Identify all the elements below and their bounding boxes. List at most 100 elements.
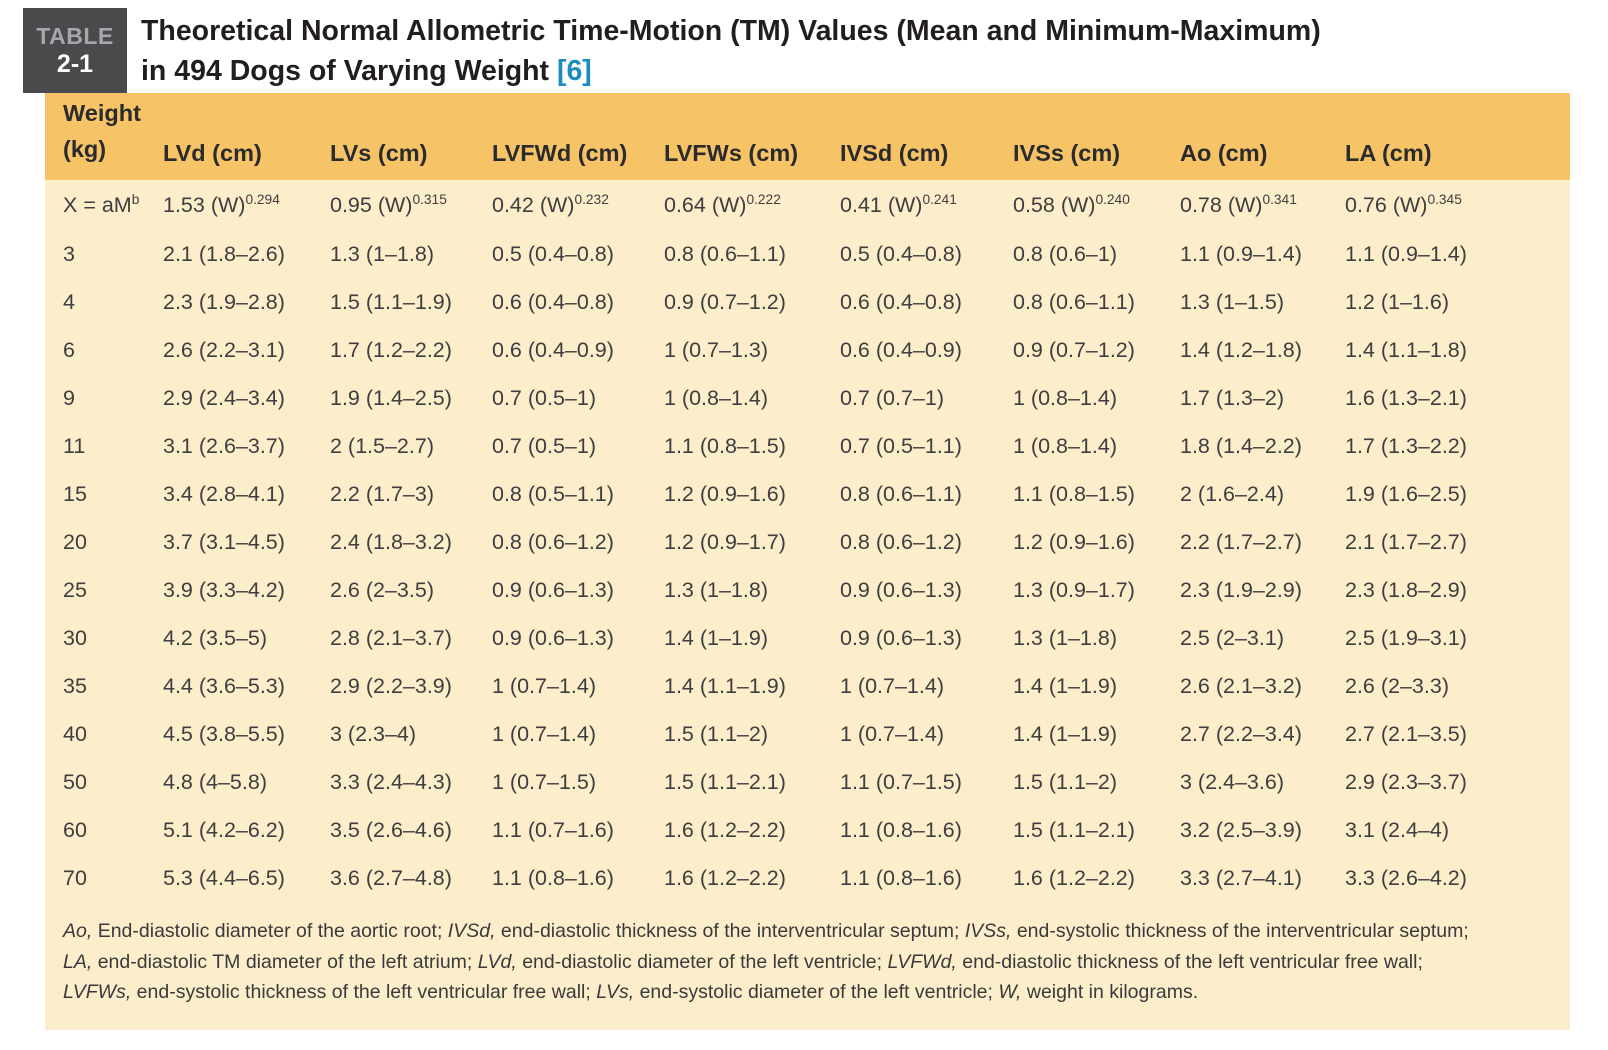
table-cell: 20 <box>63 529 87 554</box>
footnote-abbreviation: LVFWd, <box>887 950 957 973</box>
table-cell: 1.5 (1.1–2) <box>664 721 768 746</box>
footnote-definition: end-systolic thickness of the interventr… <box>1011 920 1469 942</box>
footnote-line: LVFWs, end-systolic thickness of the lef… <box>63 977 1546 1008</box>
footnote-abbreviation: LVFWs, <box>63 981 132 1003</box>
table-cell: 2 (1.5–2.7) <box>330 433 434 458</box>
table-cell: 1.7 (1.3–2.2) <box>1345 433 1467 458</box>
table-cell: 3.2 (2.5–3.9) <box>1180 817 1302 842</box>
table-cell: 25 <box>63 577 87 602</box>
table-cell: 4.5 (3.8–5.5) <box>163 721 285 746</box>
formula-cell: 0.95 (W)0.315 <box>312 180 474 230</box>
table-cell: 5.3 (4.4–6.5) <box>163 865 285 890</box>
formula-base: 0.41 (W) <box>840 192 923 217</box>
table-cell: 2.3 (1.9–2.8) <box>163 289 285 314</box>
formula-base: 0.78 (W) <box>1180 192 1263 217</box>
col-header-ivsd: IVSd (cm) <box>822 93 995 180</box>
table-title-line1: Theoretical Normal Allometric Time-Motio… <box>141 15 1321 47</box>
table-cell: 1 (0.8–1.4) <box>1013 433 1117 458</box>
table-cell: 2.2 (1.7–3) <box>330 481 434 506</box>
formula-base: 0.76 (W) <box>1345 192 1428 217</box>
footnotes: Ao, End-diastolic diameter of the aortic… <box>45 902 1570 1014</box>
table-cell: 3.3 (2.7–4.1) <box>1180 865 1302 890</box>
table-cell: 9 <box>63 385 75 410</box>
table-cell: 3.1 (2.6–3.7) <box>163 433 285 458</box>
table-cell: 0.6 (0.4–0.9) <box>492 337 614 362</box>
table-cell: 15 <box>63 481 87 506</box>
citation-link[interactable]: [6] <box>556 55 592 87</box>
table-cell: 1 (0.7–1.5) <box>492 769 596 794</box>
table-cell: 0.9 (0.6–1.3) <box>492 625 614 650</box>
table-cell: 0.8 (0.6–1) <box>1013 241 1117 266</box>
table-cell: 1.4 (1–1.9) <box>1013 673 1117 698</box>
table-cell: 3.5 (2.6–4.6) <box>330 817 452 842</box>
table-number-box: TABLE 2-1 <box>23 8 127 93</box>
footnote-abbreviation: LVd, <box>477 950 517 973</box>
table-cell: 1.4 (1–1.9) <box>664 625 768 650</box>
formula-exponent: 0.222 <box>746 191 781 207</box>
formula-cell: 0.64 (W)0.222 <box>646 180 822 230</box>
table-container: Weight (kg) LVd (cm) LVs (cm) LVFWd (cm)… <box>45 93 1570 1030</box>
table-cell: 1.8 (1.4–2.2) <box>1180 433 1302 458</box>
table-cell: 35 <box>63 673 87 698</box>
col-header-la: LA (cm) <box>1327 93 1570 180</box>
table-cell: 0.8 (0.6–1.1) <box>1013 289 1135 314</box>
table-cell: 0.9 (0.6–1.3) <box>840 577 962 602</box>
table-body: X = aMb 1.53 (W)0.294 0.95 (W)0.315 0.42 (W… <box>45 180 1570 902</box>
table-cell: 2.1 (1.7–2.7) <box>1345 529 1467 554</box>
formula-exponent: 0.345 <box>1427 191 1462 207</box>
table-cell: 1.6 (1.2–2.2) <box>1013 865 1135 890</box>
table-cell: 3.9 (3.3–4.2) <box>163 577 285 602</box>
table-cell: 1.3 (1–1.8) <box>1013 625 1117 650</box>
formula-base: X = aM <box>63 192 132 217</box>
table-cell: 2.6 (2.1–3.2) <box>1180 673 1302 698</box>
footnote-abbreviation: W, <box>998 981 1022 1003</box>
table-cell: 0.8 (0.6–1.2) <box>840 529 962 554</box>
table-cell: 1.4 (1.1–1.9) <box>664 673 786 698</box>
table-cell: 4.8 (4–5.8) <box>163 769 267 794</box>
col-header-lvd: LVd (cm) <box>145 93 312 180</box>
table-cell: 2.3 (1.8–2.9) <box>1345 577 1467 602</box>
table-cell: 1.1 (0.8–1.5) <box>1013 481 1135 506</box>
table-cell: 3 (2.3–4) <box>330 721 417 746</box>
formula-row: X = aMb 1.53 (W)0.294 0.95 (W)0.315 0.42 (W… <box>45 180 1570 230</box>
table-cell: 1.3 (1–1.8) <box>330 241 434 266</box>
table-title-bar: TABLE 2-1 Theoretical Normal Allometric … <box>0 0 1608 93</box>
table-cell: 0.5 (0.4–0.8) <box>840 241 962 266</box>
table-cell: 1.7 (1.3–2) <box>1180 385 1284 410</box>
table-cell: 40 <box>63 721 87 746</box>
formula-cell: 0.42 (W)0.232 <box>474 180 646 230</box>
table-row: 35 4.4 (3.6–5.3) 2.9 (2.2–3.9) 1 (0.7–1.4) 1… <box>45 662 1570 710</box>
formula-exponent: 0.241 <box>922 191 957 207</box>
table-cell: 3.4 (2.8–4.1) <box>163 481 285 506</box>
table-row: 50 4.8 (4–5.8) 3.3 (2.4–4.3) 1 (0.7–1.5) 1.5… <box>45 758 1570 806</box>
formula-cell: 0.76 (W)0.345 <box>1327 180 1570 230</box>
formula-exponent: 0.315 <box>412 191 447 207</box>
table-cell: 1.2 (0.9–1.7) <box>664 529 786 554</box>
table-cell: 0.8 (0.6–1.2) <box>492 529 614 554</box>
formula-base: 1.53 (W) <box>163 192 246 217</box>
footnote-definition: end-diastolic thickness of the intervent… <box>495 920 965 942</box>
table-cell: 0.7 (0.5–1) <box>492 385 596 410</box>
footnote-abbreviation: LA, <box>63 950 93 973</box>
table-cell: 0.5 (0.4–0.8) <box>492 241 614 266</box>
table-cell: 1 (0.7–1.3) <box>664 337 768 362</box>
table-cell: 0.6 (0.4–0.9) <box>840 337 962 362</box>
table-cell: 1.3 (0.9–1.7) <box>1013 577 1135 602</box>
formula-cell: 0.78 (W)0.341 <box>1162 180 1327 230</box>
table-cell: 2.5 (2–3.1) <box>1180 625 1284 650</box>
table-row: 6 2.6 (2.2–3.1) 1.7 (1.2–2.2) 0.6 (0.4–0.9)… <box>45 326 1570 374</box>
footnote-definition: end-diastolic thickness of the left vent… <box>956 950 1423 973</box>
table-cell: 0.7 (0.5–1) <box>492 433 596 458</box>
table-cell: 2.4 (1.8–3.2) <box>330 529 452 554</box>
col-header-ao: Ao (cm) <box>1162 93 1327 180</box>
formula-base: 0.95 (W) <box>330 192 413 217</box>
col-header-lvfws: LVFWs (cm) <box>646 93 822 180</box>
footnote-definition: end-systolic diameter of the left ventri… <box>634 981 999 1003</box>
table-cell: 0.9 (0.7–1.2) <box>664 289 786 314</box>
table-cell: 1.3 (1–1.8) <box>664 577 768 602</box>
table-cell: 60 <box>63 817 87 842</box>
table-cell: 1.5 (1.1–1.9) <box>330 289 452 314</box>
table-cell: 2.1 (1.8–2.6) <box>163 241 285 266</box>
table-cell: 2.8 (2.1–3.7) <box>330 625 452 650</box>
